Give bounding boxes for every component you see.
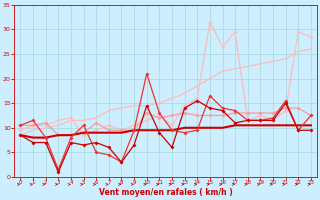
X-axis label: Vent moyen/en rafales ( km/h ): Vent moyen/en rafales ( km/h ) [99,188,233,197]
